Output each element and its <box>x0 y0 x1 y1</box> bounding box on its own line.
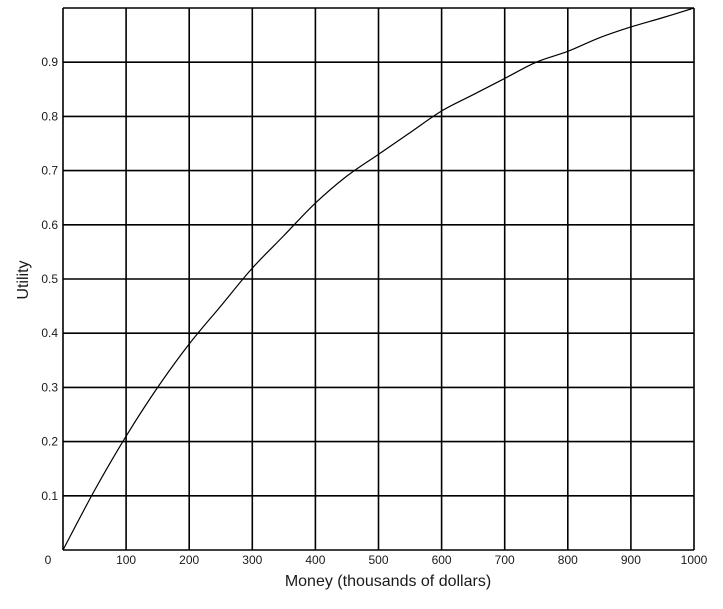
utility-curve <box>62 7 695 551</box>
y-axis-label: Utility <box>15 260 32 299</box>
tick-label-layer: 100 200 300 400 500 600 700 800 900 1000 0 0.1 0.2 0.… <box>41 55 707 567</box>
x-tick-label: 600 <box>432 553 452 567</box>
curve-layer <box>62 7 695 551</box>
x-tick-label: 800 <box>558 553 578 567</box>
y-tick-label: 0.6 <box>41 218 58 232</box>
y-tick-label: 0.7 <box>41 164 58 178</box>
x-tick-label: 400 <box>305 553 325 567</box>
y-tick-label: 0.4 <box>41 326 58 340</box>
x-tick-label: 900 <box>621 553 641 567</box>
y-tick-label: 0.5 <box>41 272 58 286</box>
y-tick-label: 0.9 <box>41 55 58 69</box>
y-tick-label: 0.8 <box>41 109 58 123</box>
x-tick-label: 500 <box>368 553 388 567</box>
grid-layer <box>62 7 695 551</box>
x-tick-label: 700 <box>495 553 515 567</box>
y-tick-label: 0.1 <box>41 489 58 503</box>
y-tick-label: 0.2 <box>41 435 58 449</box>
x-tick-label: 300 <box>242 553 262 567</box>
origin-tick-label: 0 <box>45 553 52 567</box>
x-tick-label: 1000 <box>681 553 708 567</box>
x-tick-label: 200 <box>179 553 199 567</box>
y-tick-label: 0.3 <box>41 380 58 394</box>
x-axis-label: Money (thousands of dollars) <box>285 573 491 590</box>
x-tick-label: 100 <box>116 553 136 567</box>
